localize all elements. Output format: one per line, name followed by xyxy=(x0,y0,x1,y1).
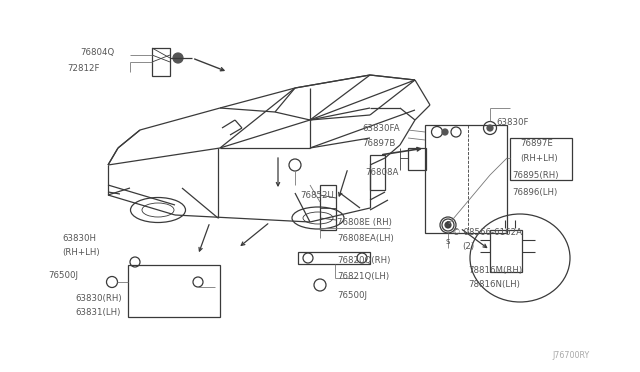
Text: 63831(LH): 63831(LH) xyxy=(75,308,120,317)
Bar xyxy=(370,155,385,190)
Bar xyxy=(490,230,522,272)
Text: 76820Q(RH): 76820Q(RH) xyxy=(337,256,390,264)
Bar xyxy=(152,48,170,76)
Circle shape xyxy=(173,53,183,63)
Text: 63830F: 63830F xyxy=(496,118,529,126)
Text: S: S xyxy=(446,239,451,245)
Bar xyxy=(320,185,336,230)
Text: S: S xyxy=(445,221,451,230)
Text: 76500J: 76500J xyxy=(337,291,367,299)
Text: 76808E (RH): 76808E (RH) xyxy=(337,218,392,227)
Text: 78816N(LH): 78816N(LH) xyxy=(468,280,520,289)
Bar xyxy=(408,148,426,170)
Circle shape xyxy=(442,129,448,135)
Text: 76897E: 76897E xyxy=(520,138,553,148)
Text: 76897B: 76897B xyxy=(362,138,396,148)
Circle shape xyxy=(445,222,451,228)
Text: 76808EA(LH): 76808EA(LH) xyxy=(337,234,394,243)
Text: 76896(LH): 76896(LH) xyxy=(512,187,557,196)
Text: 72812F: 72812F xyxy=(67,64,99,73)
Text: (RH+LH): (RH+LH) xyxy=(62,248,100,257)
Text: 63830FA: 63830FA xyxy=(362,124,399,132)
Circle shape xyxy=(487,125,493,131)
Text: 76852U: 76852U xyxy=(300,190,334,199)
Text: 76895(RH): 76895(RH) xyxy=(512,170,559,180)
Text: 76804Q: 76804Q xyxy=(80,48,115,57)
Text: 76808A: 76808A xyxy=(365,167,398,176)
Text: (2): (2) xyxy=(462,243,474,251)
Bar xyxy=(298,252,370,264)
Text: 63830(RH): 63830(RH) xyxy=(75,294,122,302)
Bar xyxy=(425,125,507,233)
Bar xyxy=(128,265,220,317)
Text: 76821Q(LH): 76821Q(LH) xyxy=(337,272,389,280)
Text: 63830H: 63830H xyxy=(62,234,96,243)
Text: 78816M(RH): 78816M(RH) xyxy=(468,266,522,275)
Text: (RH+LH): (RH+LH) xyxy=(520,154,557,163)
Bar xyxy=(510,138,572,180)
Text: J76700RY: J76700RY xyxy=(552,350,589,359)
Text: © 08566-6162A: © 08566-6162A xyxy=(452,228,522,237)
Text: 76500J: 76500J xyxy=(48,270,78,279)
